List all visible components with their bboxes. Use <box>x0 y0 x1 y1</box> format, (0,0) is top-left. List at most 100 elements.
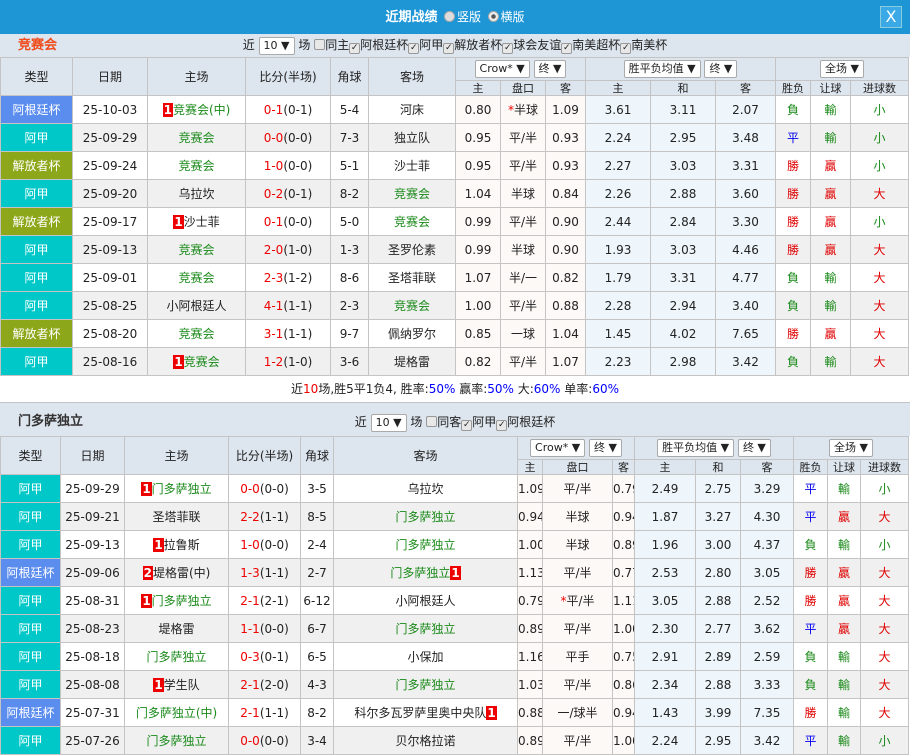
full-score[interactable]: 3-1 <box>263 326 284 341</box>
radio-vertical[interactable] <box>443 11 455 22</box>
away-team-name[interactable]: 堤格雷 <box>393 355 430 369</box>
home-team-name[interactable]: 沙士菲 <box>183 215 220 229</box>
period-select[interactable]: 全场 ▼ <box>829 439 874 457</box>
filter-checkbox[interactable]: ✓ <box>620 43 632 54</box>
full-score[interactable]: 0-3 <box>240 649 260 664</box>
away-team-name[interactable]: 竞赛会 <box>393 299 430 313</box>
full-score[interactable]: 4-1 <box>263 298 284 313</box>
period-select[interactable]: 全场 ▼ <box>820 60 865 78</box>
home-team-name[interactable]: 学生队 <box>163 678 200 692</box>
match-type[interactable]: 阿甲 <box>0 291 73 320</box>
same-venue-checkbox[interactable] <box>426 416 438 427</box>
full-score[interactable]: 2-2 <box>240 509 260 524</box>
away-team-name[interactable]: 门多萨独立 <box>395 538 456 552</box>
filter-checkbox[interactable]: ✓ <box>408 43 420 54</box>
away-team-name[interactable]: 门多萨独立 <box>395 678 456 692</box>
home-team-name[interactable]: 竞赛会(中) <box>172 103 231 117</box>
same-venue-checkbox[interactable] <box>314 39 326 50</box>
away-team-name[interactable]: 沙士菲 <box>393 159 430 173</box>
home-team-name[interactable]: 竞赛会 <box>183 355 220 369</box>
full-score[interactable]: 1-0 <box>263 158 284 173</box>
away-team-name[interactable]: 竞赛会 <box>393 215 430 229</box>
full-score[interactable]: 0-0 <box>240 733 260 748</box>
ah-final-select[interactable]: 终 ▼ <box>589 439 622 457</box>
filter-checkbox[interactable]: ✓ <box>349 43 361 54</box>
full-score[interactable]: 0-0 <box>240 481 260 496</box>
close-button[interactable]: X <box>880 6 902 28</box>
home-team-name[interactable]: 门多萨独立 <box>151 482 212 496</box>
away-team-name[interactable]: 科尔多瓦罗萨里奥中央队 <box>354 706 487 720</box>
company-select[interactable]: Crow* ▼ <box>530 439 586 457</box>
away-team-name[interactable]: 门多萨独立 <box>395 510 456 524</box>
match-type[interactable]: 阿甲 <box>0 347 73 376</box>
match-type[interactable]: 阿根廷杯 <box>0 95 73 124</box>
home-team-name[interactable]: 乌拉坎 <box>178 187 215 201</box>
match-type[interactable]: 阿甲 <box>0 123 73 152</box>
away-team-name[interactable]: 竞赛会 <box>393 187 430 201</box>
away-team-name[interactable]: 圣塔菲联 <box>387 271 436 285</box>
full-score[interactable]: 2-1 <box>240 593 260 608</box>
away-team-name[interactable]: 门多萨独立 <box>390 566 451 580</box>
full-score[interactable]: 0-0 <box>263 130 284 145</box>
full-score[interactable]: 2-1 <box>240 677 260 692</box>
euro-select[interactable]: 胜平负均值 ▼ <box>623 60 701 78</box>
home-team-name[interactable]: 小阿根廷人 <box>166 299 227 313</box>
company-select[interactable]: Crow* ▼ <box>474 60 530 78</box>
away-team-name[interactable]: 河床 <box>399 103 424 117</box>
away-team-name[interactable]: 独立队 <box>393 131 430 145</box>
match-type[interactable]: 解放者杯 <box>0 319 73 348</box>
away-team-name[interactable]: 佩纳罗尔 <box>387 327 436 341</box>
match-type[interactable]: 阿甲 <box>0 502 61 531</box>
home-team-name[interactable]: 门多萨独立 <box>146 650 207 664</box>
home-team-name[interactable]: 堤格雷 <box>158 622 195 636</box>
full-score[interactable]: 1-3 <box>240 565 260 580</box>
match-type[interactable]: 阿甲 <box>0 642 61 671</box>
filter-checkbox[interactable]: ✓ <box>443 43 455 54</box>
full-score[interactable]: 1-2 <box>263 354 284 369</box>
match-type[interactable]: 阿甲 <box>0 726 61 755</box>
match-type[interactable]: 阿甲 <box>0 614 61 643</box>
euro-final-select[interactable]: 终 ▼ <box>704 60 738 78</box>
full-score[interactable]: 0-1 <box>263 102 284 117</box>
match-type[interactable]: 解放者杯 <box>0 151 73 180</box>
away-team-name[interactable]: 贝尔格拉诺 <box>395 734 456 748</box>
match-type[interactable]: 阿甲 <box>0 670 61 699</box>
home-team-name[interactable]: 门多萨独立(中) <box>135 706 218 720</box>
home-team-name[interactable]: 竞赛会 <box>178 327 215 341</box>
home-team-name[interactable]: 圣塔菲联 <box>152 510 201 524</box>
full-score[interactable]: 1-0 <box>240 537 260 552</box>
full-score[interactable]: 1-1 <box>240 621 260 636</box>
away-team-name[interactable]: 门多萨独立 <box>395 622 456 636</box>
match-type[interactable]: 阿甲 <box>0 586 61 615</box>
home-team-name[interactable]: 竞赛会 <box>178 243 215 257</box>
match-type[interactable]: 阿甲 <box>0 263 73 292</box>
match-type[interactable]: 阿根廷杯 <box>0 558 61 587</box>
filter-checkbox[interactable]: ✓ <box>496 420 508 431</box>
home-team-name[interactable]: 堤格雷(中) <box>152 566 211 580</box>
away-team-name[interactable]: 小保加 <box>407 650 444 664</box>
away-team-name[interactable]: 圣罗伦素 <box>387 243 436 257</box>
full-score[interactable]: 0-2 <box>263 186 284 201</box>
match-type[interactable]: 阿甲 <box>0 235 73 264</box>
radio-horizontal[interactable] <box>487 11 499 22</box>
home-team-name[interactable]: 拉鲁斯 <box>163 538 200 552</box>
match-type[interactable]: 阿甲 <box>0 530 61 559</box>
filter-checkbox[interactable]: ✓ <box>502 43 514 54</box>
home-team-name[interactable]: 门多萨独立 <box>151 594 212 608</box>
full-score[interactable]: 2-3 <box>263 270 284 285</box>
match-type[interactable]: 阿根廷杯 <box>0 698 61 727</box>
filter-checkbox[interactable]: ✓ <box>561 43 573 54</box>
away-team-name[interactable]: 小阿根廷人 <box>395 594 456 608</box>
view-horizontal-label[interactable]: 横版 <box>500 10 525 24</box>
home-team-name[interactable]: 竞赛会 <box>178 271 215 285</box>
match-type[interactable]: 阿甲 <box>0 474 61 503</box>
full-score[interactable]: 2-1 <box>240 705 260 720</box>
euro-select[interactable]: 胜平负均值 ▼ <box>657 439 735 457</box>
count-select[interactable]: 10 ▼ <box>258 36 295 55</box>
ah-final-select[interactable]: 终 ▼ <box>533 60 567 78</box>
filter-checkbox[interactable]: ✓ <box>461 420 473 431</box>
count-select[interactable]: 10 ▼ <box>370 413 407 432</box>
home-team-name[interactable]: 门多萨独立 <box>146 734 207 748</box>
match-type[interactable]: 阿甲 <box>0 179 73 208</box>
euro-final-select[interactable]: 终 ▼ <box>737 439 771 457</box>
